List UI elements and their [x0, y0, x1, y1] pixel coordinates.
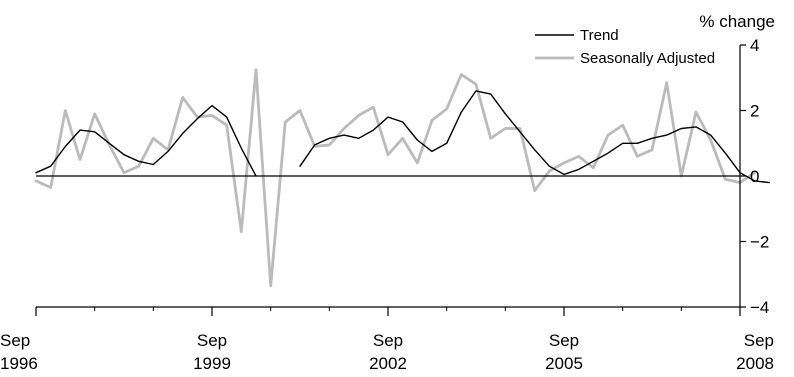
x-tick-label-year: 2002: [369, 354, 407, 373]
x-tick-label-month: Sep: [744, 331, 774, 350]
x-tick-label-month: Sep: [549, 331, 579, 350]
x-ticks: Sep 1996 Sep 1999 Sep 2002 Sep 2005 Sep 2008: [0, 307, 774, 373]
x-tick-label-year: 2008: [736, 354, 774, 373]
legend: Trend Seasonally Adjusted: [535, 27, 715, 67]
y-tick-label: 2: [750, 102, 759, 121]
y-tick-label: 0: [750, 167, 759, 186]
y-ticks: 4 2 0 −2 −4: [740, 36, 769, 317]
y-tick-label: −2: [750, 233, 769, 252]
y-tick-label: −4: [750, 298, 769, 317]
x-tick-label-month: Sep: [0, 331, 30, 350]
series-layer: [34, 68, 770, 288]
x-tick-label-year: 1996: [0, 354, 38, 373]
y-tick-label: 4: [750, 36, 759, 55]
x-tick-label-month: Sep: [197, 331, 227, 350]
seasonally-adjusted-series-line: [34, 68, 757, 288]
trend-series-line: [299, 90, 770, 184]
legend-trend-label: Trend: [580, 27, 619, 44]
legend-seasonally-adjusted-label: Seasonally Adjusted: [580, 50, 715, 67]
x-tick-label-month: Sep: [373, 331, 403, 350]
y-axis-unit-label: % change: [699, 12, 775, 31]
x-tick-label-year: 2005: [545, 354, 583, 373]
x-tick-label-year: 1999: [193, 354, 231, 373]
trend-series-line: [35, 104, 257, 177]
